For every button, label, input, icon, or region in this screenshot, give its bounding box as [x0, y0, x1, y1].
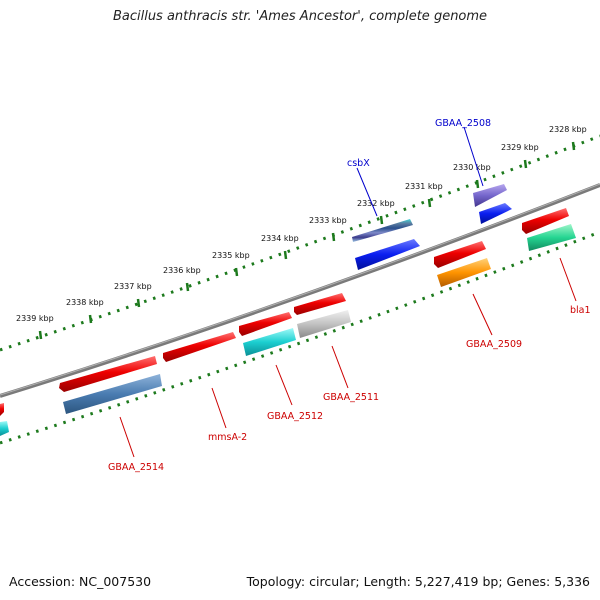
gene-feature[interactable]: [297, 310, 351, 338]
gene-label-mmsa-2[interactable]: mmsA-2: [208, 432, 247, 443]
gene-feature[interactable]: [0, 403, 4, 416]
gene-feature[interactable]: [59, 356, 157, 392]
gene-feature[interactable]: [239, 312, 292, 336]
major-tick: [523, 159, 528, 169]
gene-feature[interactable]: [163, 332, 236, 362]
tick-label: 2338 kbp: [66, 298, 104, 307]
tick-label: 2329 kbp: [501, 143, 539, 152]
forward-genes: [0, 184, 569, 416]
tick-label: 2331 kbp: [405, 182, 443, 191]
gene-label-gbaa-2509[interactable]: GBAA_2509: [466, 339, 522, 350]
tick-label: 2332 kbp: [357, 199, 395, 208]
tick-label: 2328 kbp: [549, 125, 587, 134]
tick-label: 2330 kbp: [453, 163, 491, 172]
tick-label: 2334 kbp: [261, 234, 299, 243]
major-tick: [571, 141, 576, 151]
gene-label-gbaa-2508[interactable]: GBAA_2508: [435, 118, 491, 129]
major-tick: [475, 179, 480, 189]
inner-dotted-arc: [0, 230, 600, 445]
gene-label-gbaa-2512[interactable]: GBAA_2512: [267, 411, 323, 422]
gene-feature[interactable]: [522, 208, 569, 234]
major-tick: [379, 215, 384, 225]
genome-summary-text: Topology: circular; Length: 5,227,419 bp…: [246, 574, 590, 589]
major-tick: [88, 314, 93, 324]
gene-feature[interactable]: [63, 374, 162, 414]
map-title: Bacillus anthracis str. 'Ames Ancestor',…: [112, 9, 488, 24]
major-tick: [427, 198, 432, 208]
major-tick: [331, 232, 336, 242]
gene-feature[interactable]: [434, 241, 486, 268]
accession-text: Accession: NC_007530: [9, 574, 152, 589]
major-tick: [283, 250, 288, 260]
gene-feature[interactable]: [473, 184, 507, 207]
tick-marks: 2328 kbp 2329 kbp 2330 kbp 2331 kbp 2332 kbp…: [16, 125, 587, 340]
tick-label: 2339 kbp: [16, 314, 54, 323]
gene-feature[interactable]: [527, 224, 576, 251]
major-tick: [234, 267, 239, 277]
genome-backbone-highlight: [0, 183, 600, 396]
gene-label-bla1[interactable]: bla1: [570, 305, 591, 316]
gene-feature[interactable]: [437, 258, 491, 287]
gene-labels: GBAA_2508 csbX bla1 GBAA_2509 GBAA_2511 …: [108, 118, 591, 473]
gene-label-gbaa-2511[interactable]: GBAA_2511: [323, 392, 379, 403]
gene-feature[interactable]: [294, 293, 346, 315]
major-tick: [136, 298, 141, 308]
gene-feature[interactable]: [355, 239, 420, 270]
outer-scale: [0, 134, 600, 352]
tick-label: 2333 kbp: [309, 216, 347, 225]
major-tick: [38, 330, 43, 340]
gene-feature[interactable]: [352, 219, 413, 242]
gene-feature[interactable]: [0, 421, 9, 436]
gene-feature[interactable]: [243, 328, 296, 356]
reverse-genes: [0, 224, 576, 436]
leader-lines: [119, 126, 577, 458]
tick-label: 2336 kbp: [163, 266, 201, 275]
gene-label-csbx[interactable]: csbX: [347, 158, 370, 169]
gene-label-gbaa-2514[interactable]: GBAA_2514: [108, 462, 164, 473]
tick-label: 2337 kbp: [114, 282, 152, 291]
outer-dotted-arc: [0, 134, 600, 352]
genome-backbone: [0, 183, 600, 398]
tick-label: 2335 kbp: [212, 251, 250, 260]
gene-feature[interactable]: [479, 203, 512, 224]
major-tick: [185, 282, 190, 292]
